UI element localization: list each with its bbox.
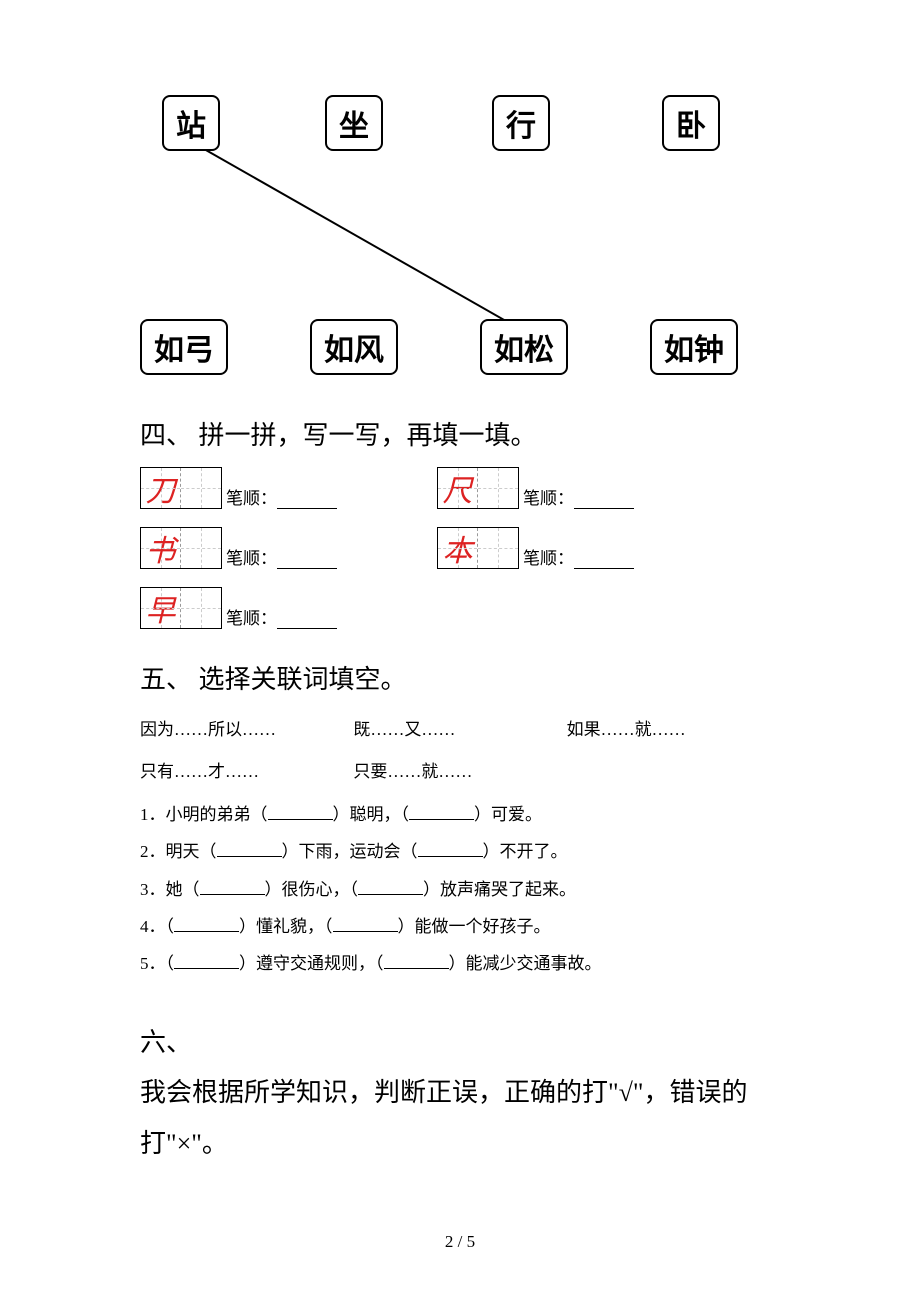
top-box-2: 行 (492, 95, 550, 151)
writing-item-1-1: 本 笔顺： (437, 527, 634, 569)
bottom-box-2: 如松 (480, 319, 568, 375)
fill-blank[interactable] (174, 955, 239, 969)
bottom-label-3: 如钟 (664, 334, 724, 367)
top-box-3: 卧 (662, 95, 720, 151)
sentence-2: 2．明天（ ）下雨，运动会（ ）不开了。 (140, 833, 780, 870)
top-box-1: 坐 (325, 95, 383, 151)
stroke-label: 笔顺： (523, 544, 574, 569)
sentence-pre: （ (166, 917, 175, 936)
sentence-post: ）能减少交通事故。 (449, 954, 602, 973)
sentence-post: ）不开了。 (483, 842, 568, 861)
fill-blank[interactable] (217, 843, 282, 857)
stroke-blank[interactable] (277, 493, 337, 509)
sentence-mid: ）下雨，运动会（ (282, 842, 418, 861)
fill-blank[interactable] (333, 918, 398, 932)
top-label-1: 坐 (339, 110, 369, 143)
conj-opt: 如果……就…… (567, 711, 780, 748)
red-char: 书 (141, 528, 180, 568)
sentence-pre: （ (166, 954, 175, 973)
stroke-label: 笔顺： (226, 604, 277, 629)
section6-title: 六、 (140, 1018, 780, 1069)
fill-blank[interactable] (409, 806, 474, 820)
sentence-mid: ）聪明，（ (333, 805, 410, 824)
conj-opt: 因为……所以…… (140, 711, 353, 748)
stroke-label: 笔顺： (523, 484, 574, 509)
fill-blank[interactable] (174, 918, 239, 932)
writing-row-2: 早 笔顺： (140, 587, 780, 629)
writing-item-1-0: 书 笔顺： (140, 527, 337, 569)
stroke-label: 笔顺： (226, 544, 277, 569)
conj-opt: 只要……就…… (353, 753, 566, 790)
top-label-3: 卧 (676, 110, 706, 143)
sentence-num: 3． (140, 880, 166, 899)
bottom-box-0: 如弓 (140, 319, 228, 375)
fill-blank[interactable] (200, 881, 265, 895)
fill-blank[interactable] (358, 881, 423, 895)
writing-row-0: 刀 笔顺： 尺 笔顺： (140, 467, 780, 509)
writing-row-1: 书 笔顺： 本 笔顺： (140, 527, 780, 569)
char-grid: 书 (140, 527, 222, 569)
char-grid: 刀 (140, 467, 222, 509)
char-grid: 尺 (437, 467, 519, 509)
section6: 六、 我会根据所学知识，判断正误，正确的打"√"，错误的打"×"。 (140, 1018, 780, 1170)
stroke-label: 笔顺： (226, 484, 277, 509)
sentence-num: 1． (140, 805, 166, 824)
writing-item-0-0: 刀 笔顺： (140, 467, 337, 509)
section6-text: 我会根据所学知识，判断正误，正确的打"√"，错误的打"×"。 (140, 1068, 780, 1169)
stroke-blank[interactable] (574, 493, 634, 509)
fill-blank[interactable] (268, 806, 333, 820)
bottom-label-2: 如松 (494, 334, 554, 367)
page-number: 2 / 5 (0, 1232, 920, 1252)
char-grid: 早 (140, 587, 222, 629)
section5-title: 五、 选择关联词填空。 (140, 659, 780, 696)
sentence-post: ）放声痛哭了起来。 (423, 880, 576, 899)
sentence-mid: ）懂礼貌，（ (239, 917, 333, 936)
sentence-post: ）可爱。 (474, 805, 542, 824)
conj-opt: 既……又…… (353, 711, 566, 748)
sentence-1: 1．小明的弟弟（ ）聪明，（ ）可爱。 (140, 796, 780, 833)
sentence-num: 2． (140, 842, 166, 861)
red-char: 尺 (438, 468, 477, 508)
match-line (190, 141, 520, 329)
sentence-mid: ）遵守交通规则，（ (239, 954, 384, 973)
sentence-4: 4．（ ）懂礼貌，（ ）能做一个好孩子。 (140, 908, 780, 945)
sentence-pre: 她（ (166, 880, 200, 899)
red-char: 本 (438, 528, 477, 568)
bottom-label-0: 如弓 (154, 334, 214, 367)
sentence-post: ）能做一个好孩子。 (398, 917, 551, 936)
stroke-blank[interactable] (277, 553, 337, 569)
sentence-pre: 小明的弟弟（ (166, 805, 268, 824)
stroke-blank[interactable] (574, 553, 634, 569)
red-char: 早 (141, 588, 180, 628)
section4-title: 四、 拼一拼，写一写，再填一填。 (140, 415, 780, 452)
conj-opt (567, 753, 780, 790)
conj-opt: 只有……才…… (140, 753, 353, 790)
bottom-label-1: 如风 (324, 334, 384, 367)
char-grid: 本 (437, 527, 519, 569)
bottom-box-3: 如钟 (650, 319, 738, 375)
bottom-box-1: 如风 (310, 319, 398, 375)
sentence-mid: ）很伤心，（ (265, 880, 359, 899)
sentence-5: 5．（ ）遵守交通规则，（ ）能减少交通事故。 (140, 945, 780, 982)
sentence-num: 4． (140, 917, 166, 936)
stroke-blank[interactable] (277, 613, 337, 629)
fill-blank[interactable] (384, 955, 449, 969)
top-box-0: 站 (162, 95, 220, 151)
red-char: 刀 (141, 468, 180, 508)
sentence-num: 5． (140, 954, 166, 973)
fill-blank[interactable] (418, 843, 483, 857)
sentences-list: 1．小明的弟弟（ ）聪明，（ ）可爱。 2．明天（ ）下雨，运动会（ ）不开了。 3．她… (140, 796, 780, 983)
writing-item-0-1: 尺 笔顺： (437, 467, 634, 509)
conjunction-options: 因为……所以…… 既……又…… 如果……就…… 只有……才…… 只要……就…… (140, 711, 780, 791)
matching-diagram: 站 坐 行 卧 如弓 如风 如松 如钟 (140, 95, 780, 375)
sentence-3: 3．她（ ）很伤心，（ ）放声痛哭了起来。 (140, 871, 780, 908)
writing-item-2-0: 早 笔顺： (140, 587, 337, 629)
top-label-0: 站 (176, 110, 206, 143)
top-label-2: 行 (506, 110, 536, 143)
sentence-pre: 明天（ (166, 842, 217, 861)
